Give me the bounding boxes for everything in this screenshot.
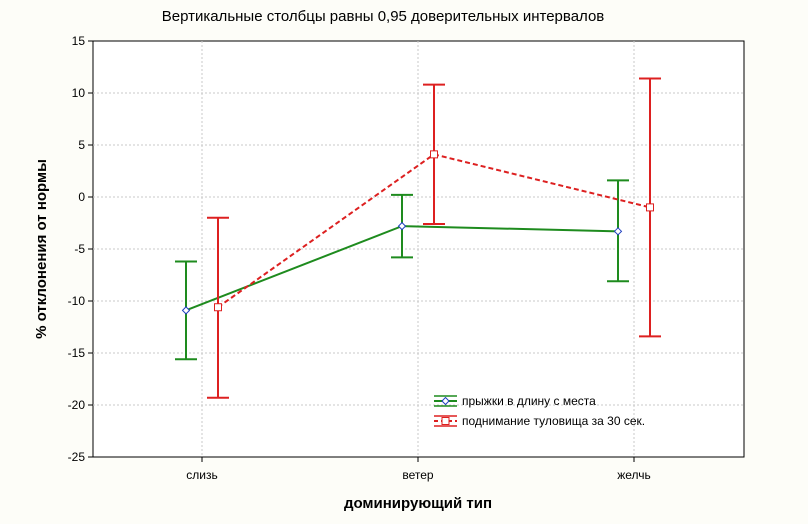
legend: прыжки в длину с места поднимание тулови… (434, 394, 645, 428)
y-tick-label: -5 (74, 242, 85, 256)
series-1 (175, 179, 629, 361)
y-tick-label: -20 (68, 398, 86, 412)
y-axis-title: % отклонения от нормы (33, 159, 50, 339)
legend-label: прыжки в длину с места (462, 394, 596, 408)
x-tick-label: желчь (617, 468, 651, 482)
series-line-segment (217, 153, 435, 309)
series-2 (207, 77, 661, 399)
data-point (646, 203, 654, 212)
y-tick-label: 5 (78, 138, 85, 152)
series-group (175, 77, 661, 399)
series-line-segment (433, 153, 651, 209)
legend-marker-diamond (441, 396, 450, 406)
chart-title: Вертикальные столбцы равны 0,95 доверите… (162, 8, 605, 25)
series-line-segment (185, 225, 403, 312)
y-tick-label: -15 (68, 346, 86, 360)
y-tick-label: 0 (78, 190, 85, 204)
data-point (613, 227, 623, 236)
grid (93, 41, 744, 457)
x-axis-title: доминирующий тип (344, 495, 492, 512)
y-tick-label: 10 (72, 86, 86, 100)
legend-marker-square (441, 417, 450, 425)
data-point (214, 303, 222, 312)
legend-item-series-1: прыжки в длину с места (434, 394, 596, 408)
y-tick-label: -25 (68, 450, 86, 464)
data-point (181, 306, 191, 315)
x-tick-label: слизь (186, 468, 217, 482)
legend-label: поднимание туловища за 30 сек. (462, 414, 645, 428)
series-line-segment (401, 225, 619, 233)
x-axis: слизь ветер желчь (186, 457, 651, 482)
data-point (397, 221, 407, 231)
data-point (430, 150, 438, 159)
y-tick-label: -10 (68, 294, 86, 308)
y-tick-label: 15 (72, 34, 86, 48)
x-tick-label: ветер (402, 468, 434, 482)
legend-item-series-2: поднимание туловища за 30 сек. (434, 414, 645, 428)
y-axis: 15 10 5 0 -5 -10 -15 -20 -25 (68, 34, 93, 464)
